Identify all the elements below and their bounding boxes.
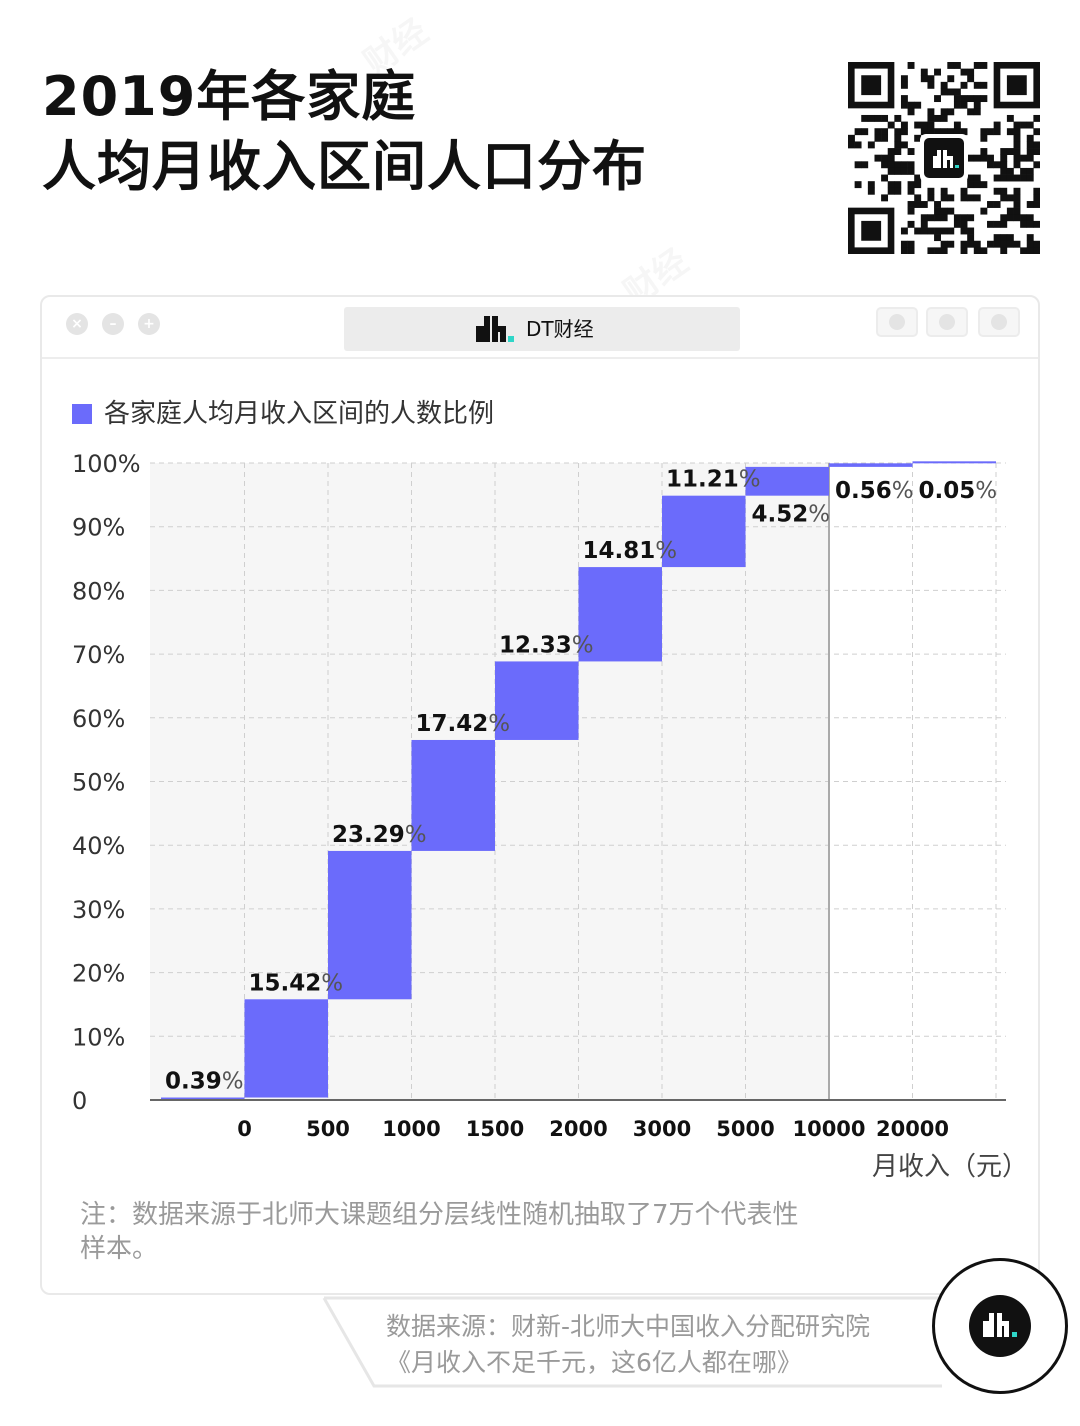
chart-bar [411,739,495,851]
chart-bar [662,495,746,568]
chart-bar [912,461,996,464]
data-label: 17.42% [416,711,511,737]
chart-bar [829,463,913,467]
close-icon[interactable]: × [66,313,88,335]
y-tick-label: 0 [72,1087,87,1115]
data-label: 14.81% [583,538,678,564]
dt-badge-icon [932,1258,1068,1394]
x-axis-title: 月收入（元） [872,1152,1029,1182]
x-tick-label: 2000 [549,1117,607,1141]
chart-bar [161,1097,245,1100]
y-tick-label: 50% [72,769,125,797]
page-title: 2019年各家庭 人均月收入区间人口分布 [42,62,647,202]
data-label: 0.39% [165,1069,244,1095]
share-button[interactable] [926,307,968,337]
y-tick-label: 30% [72,896,125,924]
y-tick-label: 90% [72,514,125,542]
minimize-icon[interactable]: – [102,313,124,335]
y-tick-label: 10% [72,1023,125,1051]
tab-dt-finance[interactable]: DT财经 [344,307,740,351]
chart-bar [495,661,579,740]
window-button[interactable] [978,307,1020,337]
legend-swatch [72,404,92,424]
page-title-line1: 2019年各家庭 [42,65,417,128]
qr-code-icon [848,62,1040,254]
y-tick-label: 60% [72,705,125,733]
chart-bar [244,999,328,1098]
x-tick-label: 10000 [792,1117,865,1141]
legend-label: 各家庭人均月收入区间的人数比例 [104,399,495,429]
data-label: 23.29% [332,822,427,848]
y-tick-label: 40% [72,832,125,860]
data-label: 0.05% [919,478,998,504]
data-label: 4.52% [752,502,831,528]
source-line1: 数据来源：财新-北师大中国收入分配研究院 [386,1312,871,1341]
chart-bar [578,567,662,662]
x-tick-label: 500 [306,1117,350,1141]
window-titlebar: × – + DT财经 [42,297,1038,359]
x-tick-label: 20000 [876,1117,949,1141]
tab-title: DT财经 [526,317,594,341]
x-tick-label: 5000 [716,1117,774,1141]
chart-note: 注：数据来源于北师大课题组分层线性随机抽取了7万个代表性样本。 [80,1200,799,1264]
x-tick-label: 0 [237,1117,252,1141]
y-tick-label: 100% [72,450,141,478]
y-tick-label: 80% [72,577,125,605]
source-panel [322,1296,942,1388]
chart-bar [745,466,829,496]
data-label: 11.21% [666,467,761,493]
y-tick-label: 20% [72,960,125,988]
x-tick-label: 1000 [382,1117,440,1141]
x-tick-label: 1500 [466,1117,524,1141]
data-label: 0.56% [835,478,914,504]
dt-logo-icon [476,316,514,342]
x-tick-label: 3000 [633,1117,691,1141]
data-label: 15.42% [249,970,344,996]
data-label: 12.33% [499,632,594,658]
chart-bar [328,850,412,1000]
source-line2: 《月收入不足千元，这6亿人都在哪》 [386,1348,802,1377]
page-title-line2: 人均月收入区间人口分布 [42,135,647,198]
maximize-icon[interactable]: + [138,313,160,335]
y-tick-label: 70% [72,641,125,669]
record-button[interactable] [876,307,918,337]
